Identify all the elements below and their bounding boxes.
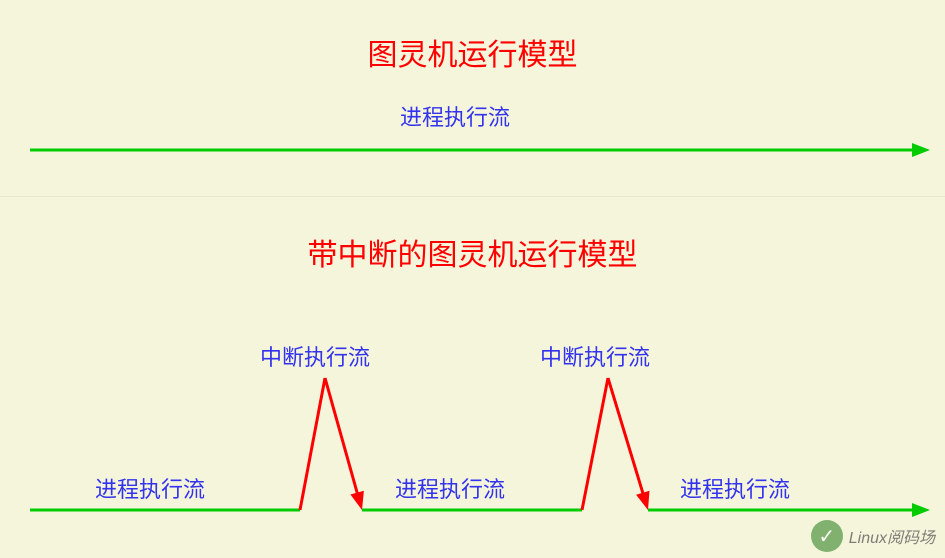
watermark-text: Linux阅码场 (849, 524, 935, 548)
watermark: ✓ Linux阅码场 (811, 520, 935, 552)
diagram-svg (0, 0, 945, 558)
watermark-icon: ✓ (811, 520, 843, 552)
